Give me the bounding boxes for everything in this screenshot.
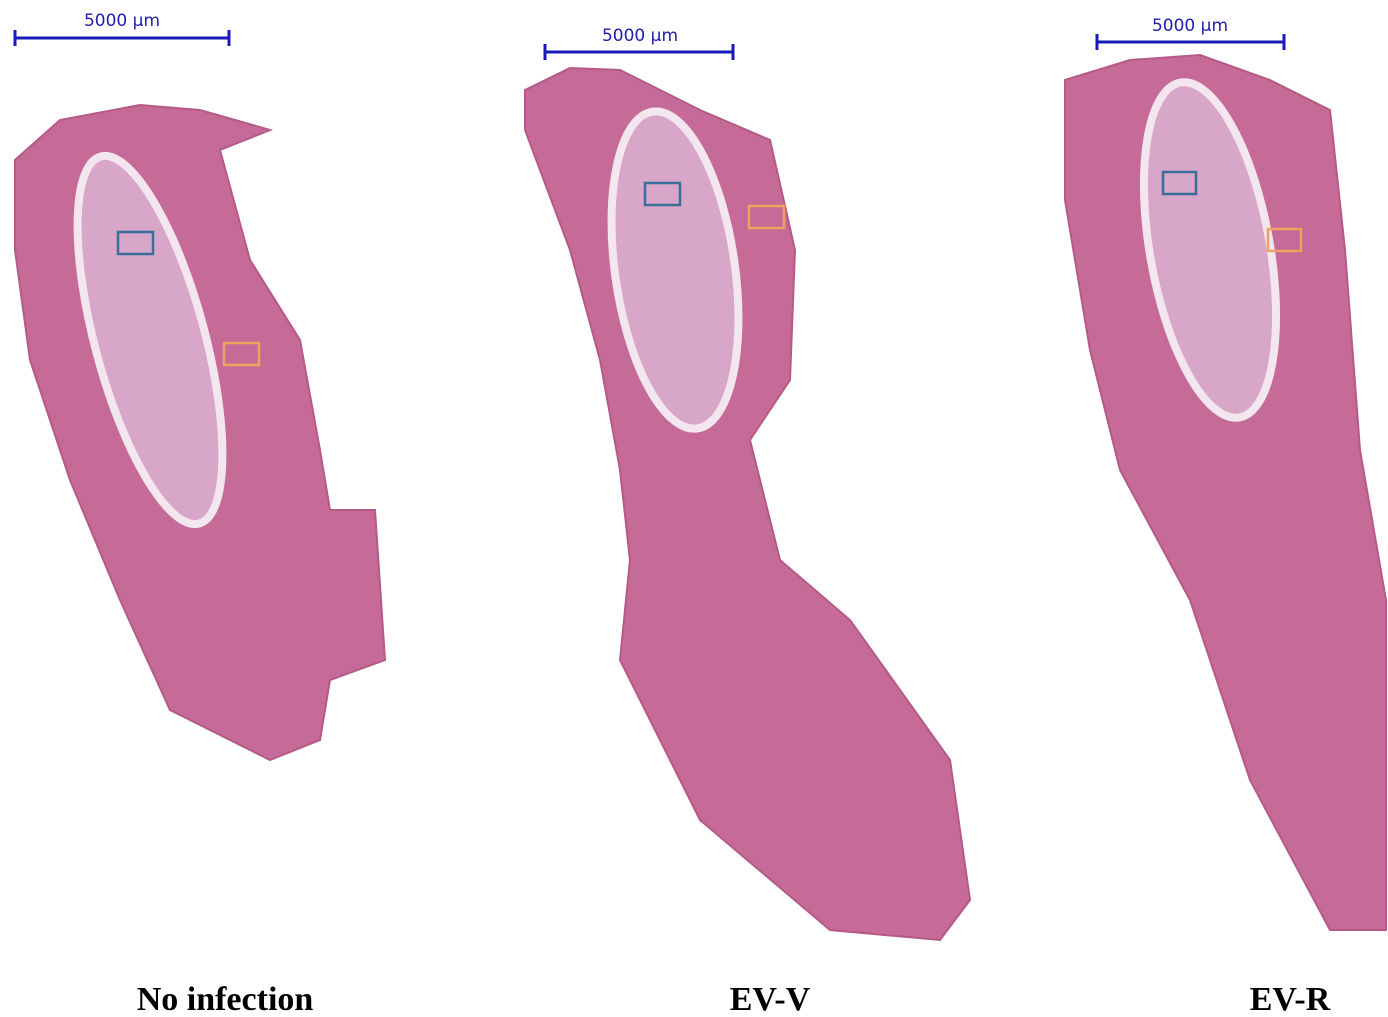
panel: 5000 µm No infection (15, 11, 385, 1017)
panel: 5000 µm EV-V (525, 26, 970, 1017)
scale-label: 5000 µm (1152, 16, 1228, 36)
caption: EV-V (730, 981, 811, 1017)
figure: 5000 µm No infection 5000 µm EV-V 5000 µ… (0, 0, 1388, 1017)
scale-label: 5000 µm (602, 26, 678, 46)
tissue (525, 68, 970, 940)
scale-label: 5000 µm (84, 11, 160, 31)
panel: 5000 µm EV-R (1065, 16, 1386, 1017)
caption: EV-R (1250, 981, 1331, 1017)
caption: No infection (137, 981, 314, 1017)
